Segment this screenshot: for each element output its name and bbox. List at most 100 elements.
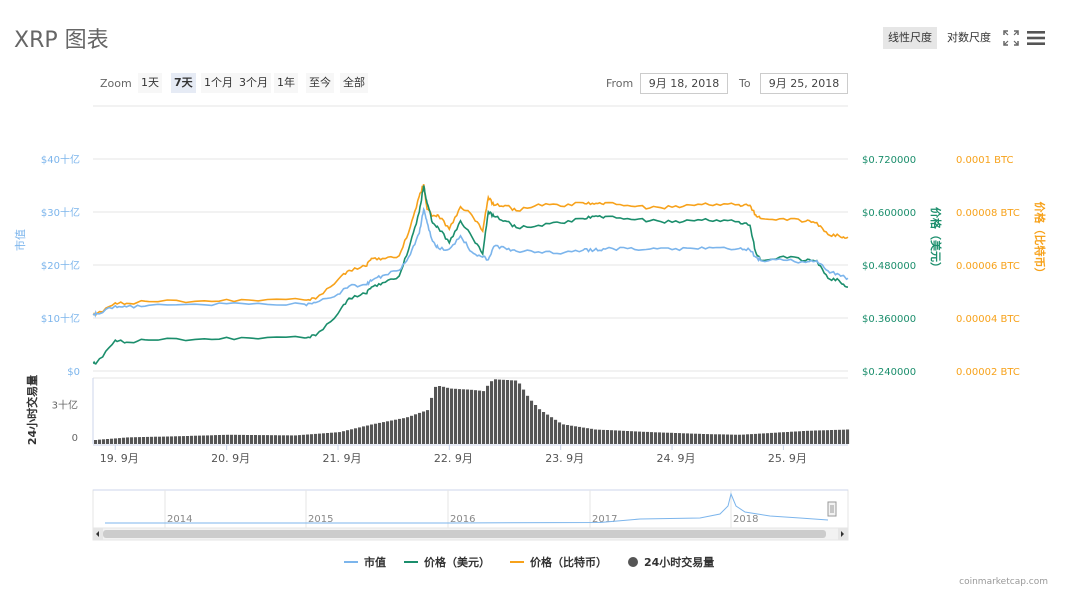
volume-bar <box>510 380 514 444</box>
x-tick-label: 24. 9月 <box>657 452 696 465</box>
to-date-input[interactable]: 9月 25, 2018 <box>760 73 848 94</box>
volume-bar <box>470 389 474 444</box>
volume-bar <box>254 435 258 444</box>
volume-bar <box>378 422 382 444</box>
volume-bar <box>122 437 126 444</box>
volume-swatch <box>628 557 638 567</box>
volume-bar <box>322 433 326 444</box>
hamburger-menu-icon[interactable] <box>1027 30 1045 46</box>
volume-bar <box>414 414 418 444</box>
market-cap-line <box>92 206 849 318</box>
zoom-3m-button[interactable]: 3个月 <box>236 73 271 93</box>
volume-bar <box>434 386 438 444</box>
volume-bar <box>442 386 446 444</box>
volume-bar <box>574 426 578 444</box>
volume-bar <box>210 435 214 444</box>
volume-bar <box>170 436 174 444</box>
volume-bar <box>258 435 262 444</box>
volume-bar <box>782 432 786 444</box>
volume-bar <box>130 437 134 444</box>
volume-bar <box>266 435 270 444</box>
volume-bar <box>370 424 374 444</box>
volume-bar <box>686 433 690 444</box>
zoom-all-button[interactable]: 全部 <box>340 73 368 93</box>
zoom-1m-button[interactable]: 1个月 <box>201 73 236 93</box>
volume-bar <box>734 434 738 444</box>
volume-bar <box>162 436 166 444</box>
volume-bar <box>694 433 698 444</box>
volume-bar <box>738 434 742 444</box>
volume-bar <box>98 439 102 444</box>
volume-bar <box>218 435 222 444</box>
volume-bar <box>154 436 158 444</box>
volume-bar <box>706 434 710 444</box>
volume-bar <box>662 432 666 444</box>
volume-bar <box>666 432 670 444</box>
volume-bar <box>762 433 766 444</box>
volume-bar <box>226 434 230 444</box>
volume-bar <box>330 432 334 444</box>
volume-bar <box>810 430 814 444</box>
volume-bar <box>234 434 238 444</box>
price-usd-tick-label: $0.600000 <box>862 208 916 219</box>
volume-bar <box>846 429 850 444</box>
market-cap-axis: $0 $10十亿 $20十亿 $30十亿 $40十亿 <box>41 153 80 378</box>
credit-link[interactable]: coinmarketcap.com <box>959 577 1048 587</box>
volume-bar <box>346 430 350 444</box>
zoom-ytd-button[interactable]: 至今 <box>306 73 334 93</box>
legend-volume[interactable]: 24小时交易量 <box>628 553 714 571</box>
volume-bar <box>566 425 570 444</box>
volume-bar <box>518 383 522 444</box>
from-date-input[interactable]: 9月 18, 2018 <box>640 73 728 94</box>
volume-bar <box>150 436 154 444</box>
volume-bar <box>306 434 310 444</box>
volume-bar <box>722 434 726 444</box>
zoom-1y-button[interactable]: 1年 <box>274 73 298 93</box>
zoom-7d-button[interactable]: 7天 <box>171 73 196 93</box>
volume-bar <box>382 422 386 444</box>
volume-bar <box>186 436 190 444</box>
log-scale-button[interactable]: 对数尺度 <box>947 31 991 44</box>
volume-bar <box>430 397 434 444</box>
volume-bar <box>838 429 842 444</box>
price-btc-tick-label: 0.00002 BTC <box>956 367 1020 378</box>
legend-price-usd[interactable]: 价格（美元） <box>404 553 490 571</box>
volume-bar <box>650 432 654 444</box>
x-tick-label: 21. 9月 <box>322 452 361 465</box>
volume-bar <box>594 429 598 444</box>
volume-bar <box>670 432 674 444</box>
linear-scale-button[interactable]: 线性尺度 <box>883 27 937 49</box>
expand-icon[interactable] <box>1003 30 1019 46</box>
volume-bar <box>530 400 534 444</box>
volume-bar <box>714 434 718 444</box>
volume-bar <box>294 435 298 444</box>
volume-bar <box>326 433 330 444</box>
volume-bar <box>506 380 510 444</box>
x-tick-label: 20. 9月 <box>211 452 250 465</box>
volume-bar <box>262 435 266 444</box>
volume-bar <box>682 433 686 444</box>
volume-bar <box>726 434 730 444</box>
volume-bar <box>386 421 390 444</box>
legend-market-cap[interactable]: 市值 <box>344 553 386 571</box>
volume-bar <box>198 435 202 444</box>
volume-bar <box>770 432 774 444</box>
volume-bar <box>590 428 594 444</box>
volume-bar <box>654 432 658 444</box>
volume-bar <box>746 434 750 444</box>
volume-bar <box>410 415 414 444</box>
volume-bar <box>702 434 706 444</box>
legend-price-btc[interactable]: 价格（比特币） <box>510 553 607 571</box>
volume-bar <box>598 429 602 444</box>
volume-bar <box>394 419 398 444</box>
volume-bar <box>146 436 150 444</box>
volume-bar <box>426 410 430 444</box>
navigator-tick-label: 2017 <box>592 514 617 525</box>
zoom-1d-button[interactable]: 1天 <box>138 73 162 93</box>
volume-bar <box>214 435 218 444</box>
volume-bar <box>342 431 346 444</box>
volume-bar <box>270 435 274 444</box>
price-btc-swatch <box>510 561 524 563</box>
x-tick-label: 22. 9月 <box>434 452 473 465</box>
volume-bar <box>358 427 362 444</box>
